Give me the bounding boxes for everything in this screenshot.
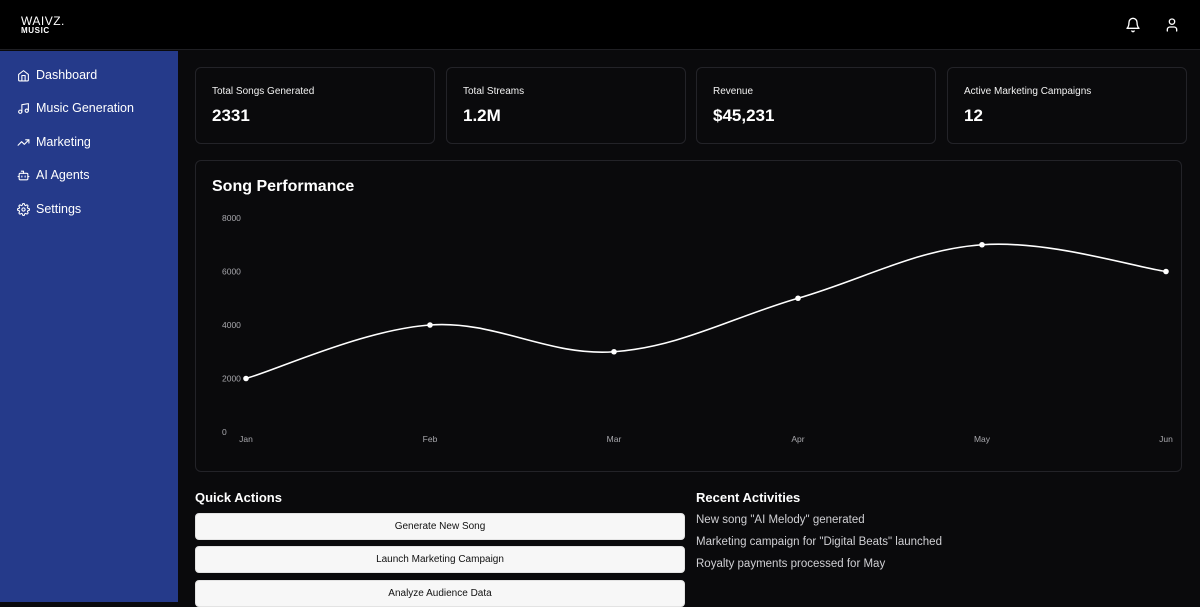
- data-point[interactable]: [427, 322, 433, 328]
- sidebar-item-dashboard[interactable]: Dashboard: [17, 65, 97, 85]
- sidebar-item-music-generation[interactable]: Music Generation: [17, 98, 134, 118]
- sidebar-item-ai-agents[interactable]: AI Agents: [17, 165, 90, 185]
- quick-actions-title: Quick Actions: [195, 490, 282, 505]
- stat-value: 2331: [212, 106, 250, 125]
- recent-activities-title: Recent Activities: [696, 490, 801, 505]
- sidebar-item-label: Settings: [36, 202, 82, 216]
- stat-value: 1.2M: [463, 106, 501, 125]
- bot-icon: [17, 170, 30, 180]
- stat-card-campaigns: Active Marketing Campaigns 12: [947, 67, 1187, 144]
- data-point[interactable]: [1163, 268, 1169, 275]
- data-point[interactable]: [611, 348, 617, 355]
- user-icon[interactable]: [1164, 17, 1180, 33]
- y-tick-label: 2000: [222, 374, 241, 384]
- sidebar-item-label: Music Generation: [36, 101, 134, 115]
- stat-label: Total Streams: [463, 86, 525, 97]
- logo-line2: MUSIC: [21, 26, 50, 35]
- x-tick-label: Apr: [791, 434, 804, 444]
- stat-label: Active Marketing Campaigns: [964, 86, 1092, 97]
- activity-item: Royalty payments processed for May: [696, 558, 886, 570]
- stat-card-songs: Total Songs Generated 2331: [195, 67, 435, 144]
- gear-icon: [17, 202, 30, 216]
- x-tick-label: Jun: [1159, 434, 1173, 444]
- music-icon: [18, 102, 29, 114]
- y-tick-label: 4000: [222, 320, 241, 330]
- stat-value: 12: [964, 106, 983, 125]
- stat-label: Total Songs Generated: [212, 86, 315, 97]
- data-point[interactable]: [243, 375, 249, 382]
- data-point[interactable]: [979, 241, 985, 248]
- stat-label: Revenue: [713, 86, 754, 97]
- x-tick-label: Feb: [423, 434, 438, 444]
- launch-campaign-button[interactable]: Launch Marketing Campaign: [195, 546, 685, 573]
- home-icon: [18, 69, 29, 81]
- sidebar-item-label: Marketing: [36, 135, 91, 149]
- generate-song-button[interactable]: Generate New Song: [195, 513, 685, 540]
- x-tick-label: Mar: [607, 434, 622, 444]
- x-tick-label: May: [974, 434, 991, 444]
- logo[interactable]: WAIVZ. MUSIC: [21, 15, 65, 35]
- sidebar-item-label: Dashboard: [36, 68, 98, 82]
- data-point[interactable]: [795, 295, 801, 302]
- chart-title: Song Performance: [212, 178, 355, 195]
- y-tick-label: 0: [222, 427, 227, 437]
- stat-card-streams: Total Streams 1.2M: [446, 67, 686, 144]
- sidebar-item-settings[interactable]: Settings: [17, 199, 81, 219]
- activity-item: Marketing campaign for "Digital Beats" l…: [696, 536, 942, 548]
- series-line: [245, 243, 1167, 380]
- trending-icon: [17, 138, 30, 146]
- y-tick-label: 6000: [222, 267, 241, 277]
- x-tick-label: Jan: [239, 434, 253, 444]
- main-content: Total Songs Generated 2331 Total Streams…: [178, 51, 1200, 607]
- y-tick-label: 8000: [222, 213, 241, 223]
- activity-item: New song "AI Melody" generated: [696, 514, 865, 526]
- analyze-audience-button[interactable]: Analyze Audience Data: [195, 580, 685, 607]
- sidebar: Dashboard Music Generation Marketing AI …: [0, 51, 178, 602]
- song-performance-chart: Song Performance 0 2000 4000 6000 8000 Jan Feb…: [195, 160, 1182, 472]
- bell-icon[interactable]: [1125, 17, 1141, 33]
- top-bar: WAIVZ. MUSIC: [0, 0, 1200, 50]
- line-chart: 0 2000 4000 6000 8000 Jan Feb Mar Apr May Jun: [222, 213, 1173, 444]
- sidebar-item-marketing[interactable]: Marketing: [17, 132, 91, 152]
- stat-value: $45,231: [713, 106, 775, 125]
- sidebar-item-label: AI Agents: [36, 168, 90, 182]
- stat-card-revenue: Revenue $45,231: [696, 67, 936, 144]
- logo-line1: WAIVZ.: [21, 14, 65, 28]
